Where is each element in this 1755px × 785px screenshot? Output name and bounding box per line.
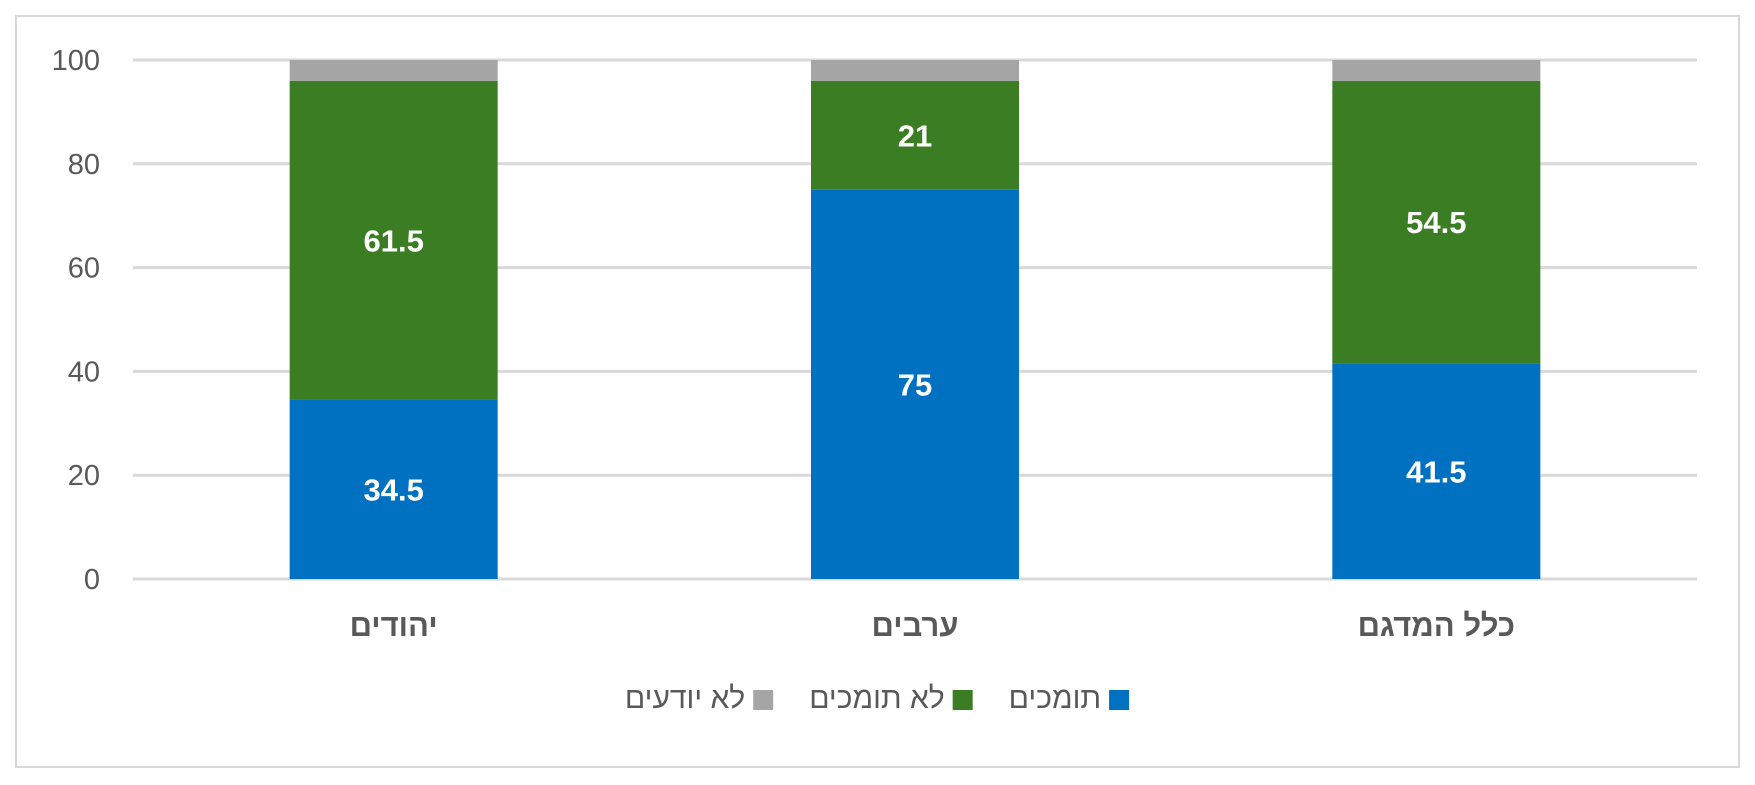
legend-label: תומכים: [1009, 682, 1101, 715]
legend: תומכים לא תומכים לא יודעים: [625, 682, 1130, 715]
legend-label: לא יודעים: [625, 682, 745, 715]
y-tick-label: 80: [68, 149, 100, 181]
category-label: ערבים: [871, 608, 958, 643]
y-tick-label: 20: [68, 460, 100, 492]
legend-swatch: [952, 690, 973, 710]
data-label: 61.5: [363, 223, 423, 258]
data-label: 75: [898, 367, 932, 402]
y-tick-label: 40: [68, 356, 100, 388]
data-label: 41.5: [1406, 454, 1466, 489]
y-tick-label: 100: [52, 45, 100, 77]
bar-segment: [289, 399, 498, 579]
bar-segment: [1332, 363, 1541, 579]
bar-segment: [811, 80, 1019, 190]
bars: [289, 60, 1541, 579]
data-label: 34.5: [363, 472, 423, 507]
y-tick-label: 0: [84, 564, 100, 596]
bar-segment: [1332, 60, 1541, 81]
legend-label: לא תומכים: [809, 682, 944, 715]
bar-segment: [289, 80, 498, 400]
bar-segment: [289, 60, 498, 81]
legend-swatch: [1109, 690, 1130, 710]
bar-segment: [811, 189, 1019, 579]
category-label: כלל המדגם: [1358, 608, 1515, 643]
data-label: 54.5: [1406, 205, 1466, 240]
data-label: 21: [898, 118, 932, 153]
data-labels: 34.5 61.5 75 21 41.5 54.5: [363, 118, 1466, 507]
y-tick-label: 60: [68, 253, 100, 285]
y-axis-ticks: 0 20 40 60 80 100: [52, 45, 100, 596]
bar-segment: [811, 60, 1019, 81]
legend-swatch: [753, 690, 774, 710]
category-labels: יהודים ערבים כלל המדגם: [350, 608, 1515, 643]
category-label: יהודים: [350, 608, 438, 643]
bar-segment: [1332, 80, 1541, 364]
